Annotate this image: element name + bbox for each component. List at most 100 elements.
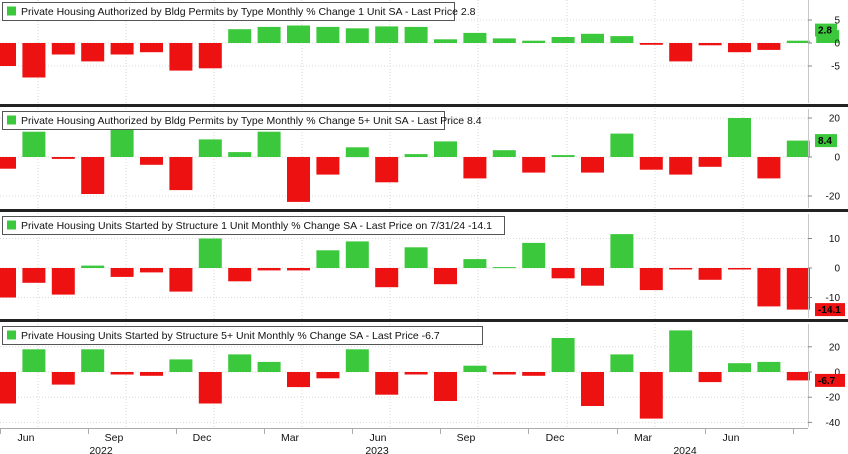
x-tick-label: Sep (457, 432, 476, 444)
bar-panel4-28 (786, 372, 810, 381)
bar-panel2-25 (698, 157, 722, 167)
bar-panel4-15 (404, 372, 428, 375)
bar-panel3-9 (228, 268, 252, 282)
bar-panel4-26 (728, 363, 751, 372)
bar-panel1-20 (551, 37, 575, 43)
bar-panel2-10 (257, 131, 281, 157)
legend-box (2, 216, 505, 235)
x-tick-label: Mar (634, 432, 653, 444)
bar-panel1-28 (786, 40, 810, 43)
bar-panel3-10 (257, 268, 281, 271)
last-price-label: -14.1 (818, 305, 841, 316)
bar-panel3-6 (140, 268, 163, 273)
x-tick-label: Dec (193, 432, 212, 444)
frame-layer (0, 0, 848, 427)
legend-label: Private Housing Authorized by Bldg Permi… (21, 115, 482, 127)
bar-panel2-26 (728, 118, 751, 157)
panel-1 (0, 25, 840, 78)
legend-box (2, 2, 455, 21)
bar-panel2-19 (522, 157, 546, 173)
legend-panel-1: Private Housing Authorized by Bldg Permi… (2, 2, 476, 21)
legend-label: Private Housing Units Started by Structu… (21, 220, 492, 232)
bar-panel3-23 (639, 268, 663, 291)
x-tick-label: Jun (723, 432, 740, 444)
bar-panel3-14 (375, 268, 399, 288)
bar-panel1-6 (140, 43, 163, 53)
bar-panel1-13 (345, 28, 369, 43)
last-price-label: 8.4 (818, 136, 832, 147)
bar-panel3-17 (463, 259, 487, 268)
legend-swatch (7, 220, 16, 230)
x-year-label: 2022 (89, 445, 113, 454)
y-tick-label: 20 (829, 342, 841, 353)
bar-panel2-2 (22, 131, 46, 157)
y-tick-label: 10 (829, 234, 841, 245)
legend-panel-3: Private Housing Units Started by Structu… (2, 216, 505, 235)
bar-panel4-5 (110, 372, 134, 375)
bar-panel1-14 (375, 26, 399, 43)
y-tick-label: -20 (826, 192, 841, 203)
bar-panel3-13 (345, 241, 369, 268)
bar-panel1-9 (228, 29, 252, 43)
x-tick-label: Mar (281, 432, 300, 444)
panel-4 (0, 330, 810, 419)
bar-panel3-26 (728, 268, 751, 270)
last-price-badge (815, 373, 845, 387)
y-axis-layer: 5 0 -5 2.8 20 0 -20 8.4 10 0 -10-14.1 20 0 -20 -40 -6.7 (808, 16, 845, 429)
y-tick-label: 0 (834, 39, 840, 50)
x-axis-layer: Jun Sep Dec Mar Jun Sep Dec Mar Jun 2022 2023 2024 (0, 428, 808, 454)
bar-panel3-7 (169, 268, 193, 292)
bar-panel4-22 (610, 354, 634, 372)
bar-panel3-12 (316, 250, 340, 268)
bar-panel1-16 (434, 39, 457, 43)
bar-panel4-16 (434, 372, 457, 401)
panel-2 (0, 118, 810, 202)
last-price-badge (815, 303, 845, 317)
x-tick-label: Jun (18, 432, 35, 444)
bar-panel3-27 (757, 268, 781, 307)
bar-panel1-15 (404, 26, 428, 43)
bar-panel2-3 (51, 157, 75, 159)
bar-panel2-22 (610, 133, 634, 157)
bar-panel4-13 (345, 349, 369, 372)
bar-panel2-6 (140, 157, 163, 165)
bar-panel3-11 (287, 268, 310, 271)
bar-panel3-22 (610, 234, 634, 268)
legend-box (2, 111, 445, 130)
bar-panel3-4 (81, 265, 105, 268)
bar-panel3-21 (581, 268, 604, 286)
legend-panel-4: Private Housing Units Started by Structu… (2, 326, 483, 345)
x-tick-label: Jun (370, 432, 387, 444)
bar-panel2-23 (639, 157, 663, 170)
bar-panel3-25 (698, 268, 722, 280)
bar-panel2-17 (463, 157, 487, 179)
bar-panel2-16 (434, 141, 457, 157)
bar-panel1-12 (316, 26, 340, 43)
bar-panel2-12 (316, 157, 340, 175)
bar-panel3-5 (110, 268, 134, 277)
bar-panel3-28 (786, 268, 810, 310)
bar-panel3-24 (669, 268, 693, 270)
legend-swatch (7, 6, 16, 16)
y-tick-label: 0 (834, 153, 840, 164)
y-tick-label: -40 (826, 418, 841, 429)
bar-panel4-12 (316, 372, 340, 379)
bar-panel3-2 (22, 268, 46, 283)
panel-3 (0, 234, 810, 310)
bar-panel1-17 (463, 32, 487, 43)
bar-panel1-11 (287, 25, 310, 43)
bar-panel4-24 (669, 330, 693, 372)
last-price-label: 2.8 (818, 26, 832, 37)
bar-panel1-10 (257, 26, 281, 43)
bar-panel1-19 (522, 40, 546, 43)
bar-panel2-21 (581, 157, 604, 173)
bar-panel3-19 (522, 242, 546, 268)
last-price-label: -6.7 (818, 376, 836, 387)
bar-panel1-7 (169, 43, 193, 71)
bar-panel3-16 (434, 268, 457, 285)
bar-panel2-14 (375, 157, 399, 183)
bar-panel2-28 (786, 140, 810, 157)
bar-panel4-25 (698, 372, 722, 383)
x-tick-label: Dec (546, 432, 565, 444)
